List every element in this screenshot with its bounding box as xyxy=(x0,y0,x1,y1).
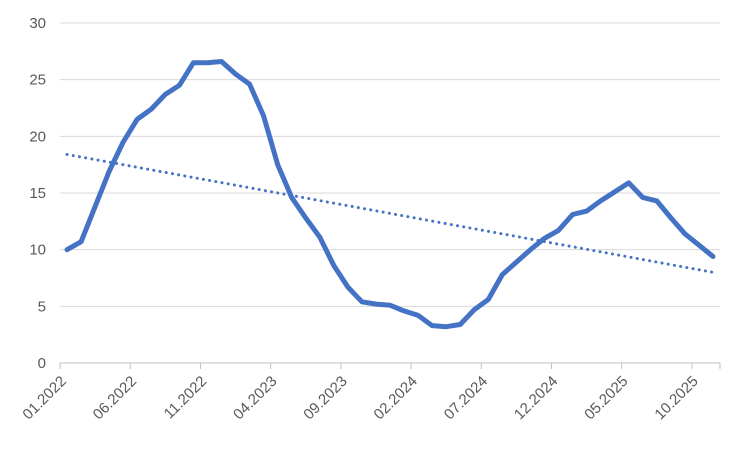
trendline-dotted xyxy=(65,152,715,274)
x-tick-label: 11.2022 xyxy=(161,373,211,423)
y-tick-label: 15 xyxy=(29,185,46,202)
y-tick-label: 5 xyxy=(38,298,46,315)
x-tick-label: 05.2025 xyxy=(581,373,631,423)
x-tick-label: 07.2024 xyxy=(441,373,491,423)
x-tick-label: 09.2023 xyxy=(300,373,350,423)
x-tick-label: 06.2022 xyxy=(90,373,140,423)
x-tick-label: 12.2024 xyxy=(511,373,561,423)
y-tick-label: 30 xyxy=(29,15,46,32)
series-line xyxy=(64,59,716,330)
x-tick-label: 04.2023 xyxy=(230,373,280,423)
y-tick-label: 20 xyxy=(29,128,46,145)
y-tick-label: 10 xyxy=(29,242,46,259)
x-tick-label: 10.2025 xyxy=(651,373,701,423)
x-tick-label: 01.2022 xyxy=(19,373,69,423)
x-tick-label: 02.2024 xyxy=(371,373,421,423)
y-tick-label: 0 xyxy=(38,355,46,372)
y-tick-label: 25 xyxy=(29,72,46,89)
